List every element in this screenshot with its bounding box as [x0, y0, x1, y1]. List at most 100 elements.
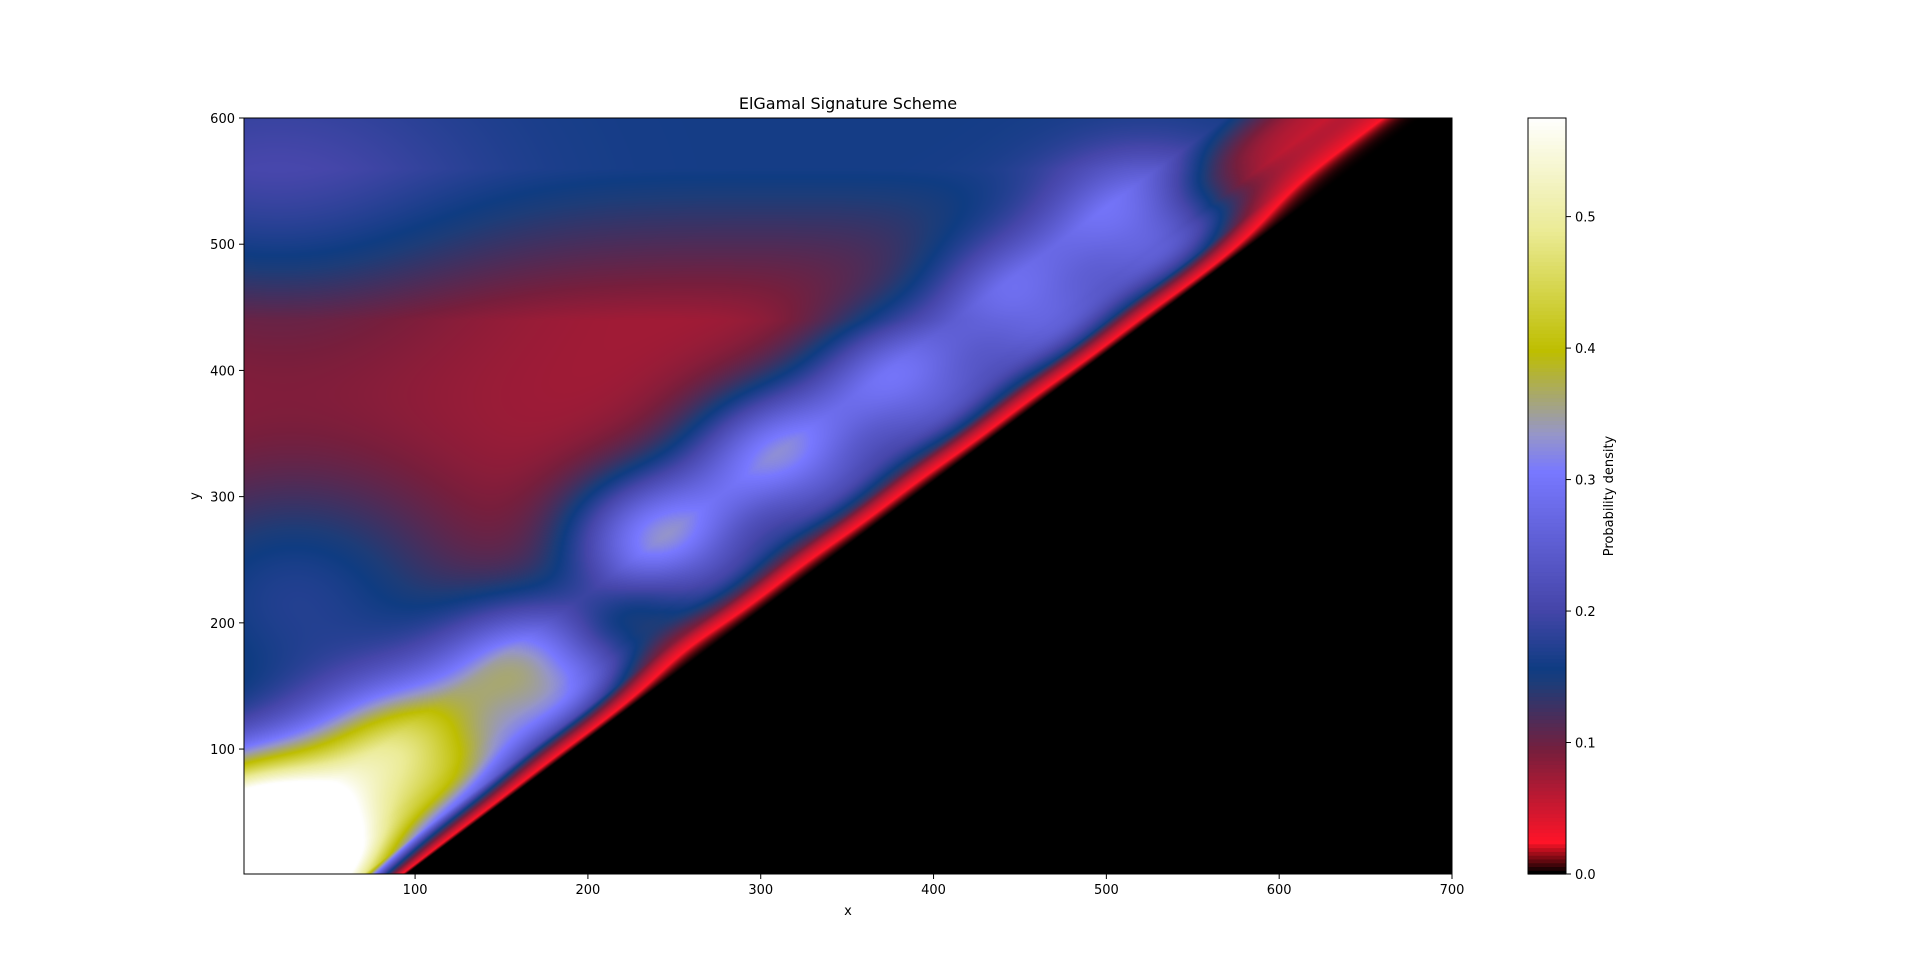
colorbar-segment	[1528, 133, 1566, 138]
colorbar-segment	[1528, 420, 1566, 425]
colorbar-segment	[1528, 375, 1566, 380]
colorbar-segment	[1528, 310, 1566, 316]
colorbar-segment	[1528, 794, 1566, 799]
colorbar-segment	[1528, 726, 1566, 731]
colorbar-segment	[1528, 125, 1566, 130]
colorbar-segment	[1528, 824, 1566, 830]
colorbar-segment	[1528, 499, 1566, 505]
colorbar-segment	[1528, 514, 1566, 520]
colorbar-segment	[1528, 711, 1566, 716]
colorbar-segment	[1528, 609, 1566, 614]
colorbar-segment	[1528, 118, 1566, 123]
y-tick-label: 100	[210, 743, 235, 758]
colorbar-segment	[1528, 805, 1566, 811]
colorbar-segment	[1528, 526, 1566, 531]
colorbar-segment	[1528, 167, 1566, 172]
colorbar-tick-label: 0.2	[1575, 605, 1596, 620]
colorbar-segment	[1528, 136, 1566, 142]
colorbar-segment	[1528, 378, 1566, 384]
colorbar-segment	[1528, 458, 1566, 463]
colorbar-segment	[1528, 790, 1566, 796]
colorbar-segment	[1528, 401, 1566, 406]
colorbar-segment	[1528, 220, 1566, 225]
colorbar-segment	[1528, 159, 1566, 164]
colorbar-segment	[1528, 359, 1566, 365]
colorbar-segment	[1528, 590, 1566, 595]
colorbar-segment	[1528, 541, 1566, 546]
colorbar-segment	[1528, 594, 1566, 599]
colorbar-segment	[1528, 272, 1566, 278]
colorbar-segment	[1528, 730, 1566, 735]
colorbar-segment	[1528, 624, 1566, 629]
colorbar-segment	[1528, 579, 1566, 584]
colorbar-segment	[1528, 832, 1566, 837]
colorbar-segment	[1528, 722, 1566, 728]
colorbar-segment	[1528, 533, 1566, 539]
colorbar-segment	[1528, 393, 1566, 399]
colorbar-segment	[1528, 779, 1566, 784]
colorbar-segment	[1528, 605, 1566, 610]
colorbar-segment	[1528, 737, 1566, 743]
colorbar-segment	[1528, 337, 1566, 342]
colorbar-tick-label: 0.5	[1575, 211, 1596, 226]
colorbar-segment	[1528, 862, 1566, 868]
colorbar-segment	[1528, 760, 1566, 765]
colorbar-segment	[1528, 246, 1566, 251]
colorbar-segment	[1528, 454, 1566, 459]
colorbar-segment	[1528, 809, 1566, 815]
colorbar-segment	[1528, 288, 1566, 293]
colorbar-segment	[1528, 753, 1566, 758]
colorbar-segment	[1528, 662, 1566, 667]
colorbar-segment	[1528, 749, 1566, 754]
colorbar-segment	[1528, 734, 1566, 739]
colorbar-segment	[1528, 620, 1566, 626]
colorbar-segment	[1528, 787, 1566, 792]
colorbar-segment	[1528, 291, 1566, 297]
colorbar-segment	[1528, 223, 1566, 229]
colorbar-segment	[1528, 382, 1566, 387]
colorbar-segment	[1528, 261, 1566, 267]
colorbar-segment	[1528, 666, 1566, 671]
colorbar-segment	[1528, 817, 1566, 822]
colorbar-tick-label: 0.3	[1575, 474, 1596, 489]
colorbar-segment	[1528, 477, 1566, 482]
colorbar-segment	[1528, 764, 1566, 769]
colorbar-segment	[1528, 821, 1566, 826]
colorbar-segment	[1528, 480, 1566, 486]
chart-title: ElGamal Signature Scheme	[739, 94, 957, 113]
colorbar-segment	[1528, 201, 1566, 206]
colorbar-segment	[1528, 152, 1566, 157]
colorbar-segment	[1528, 174, 1566, 180]
colorbar-segment	[1528, 851, 1566, 856]
colorbar-segment	[1528, 843, 1566, 849]
colorbar-segment	[1528, 613, 1566, 618]
colorbar-segment	[1528, 121, 1566, 127]
colorbar-segment	[1528, 363, 1566, 369]
colorbar-segment	[1528, 775, 1566, 781]
colorbar-segment	[1528, 658, 1566, 663]
colorbar-segment	[1528, 802, 1566, 807]
colorbar-segment	[1528, 257, 1566, 263]
colorbar-segment	[1528, 828, 1566, 834]
y-tick-label: 600	[210, 112, 235, 127]
colorbar-segment	[1528, 314, 1566, 319]
colorbar-segment	[1528, 163, 1566, 168]
colorbar-segment	[1528, 839, 1566, 845]
colorbar-segment	[1528, 571, 1566, 576]
colorbar-segment	[1528, 341, 1566, 346]
colorbar-segment	[1528, 416, 1566, 421]
colorbar-segment	[1528, 182, 1566, 187]
y-tick-label: 400	[210, 364, 235, 379]
colorbar-segment	[1528, 356, 1566, 361]
colorbar-segment	[1528, 836, 1566, 841]
colorbar-segment	[1528, 496, 1566, 501]
colorbar-tick-label: 0.4	[1575, 342, 1596, 357]
colorbar-segment	[1528, 431, 1566, 437]
colorbar-segment	[1528, 537, 1566, 542]
colorbar-segment	[1528, 635, 1566, 641]
colorbar-segment	[1528, 212, 1566, 217]
colorbar-segment	[1528, 242, 1566, 248]
colorbar-segment	[1528, 518, 1566, 524]
colorbar-segment	[1528, 348, 1566, 353]
